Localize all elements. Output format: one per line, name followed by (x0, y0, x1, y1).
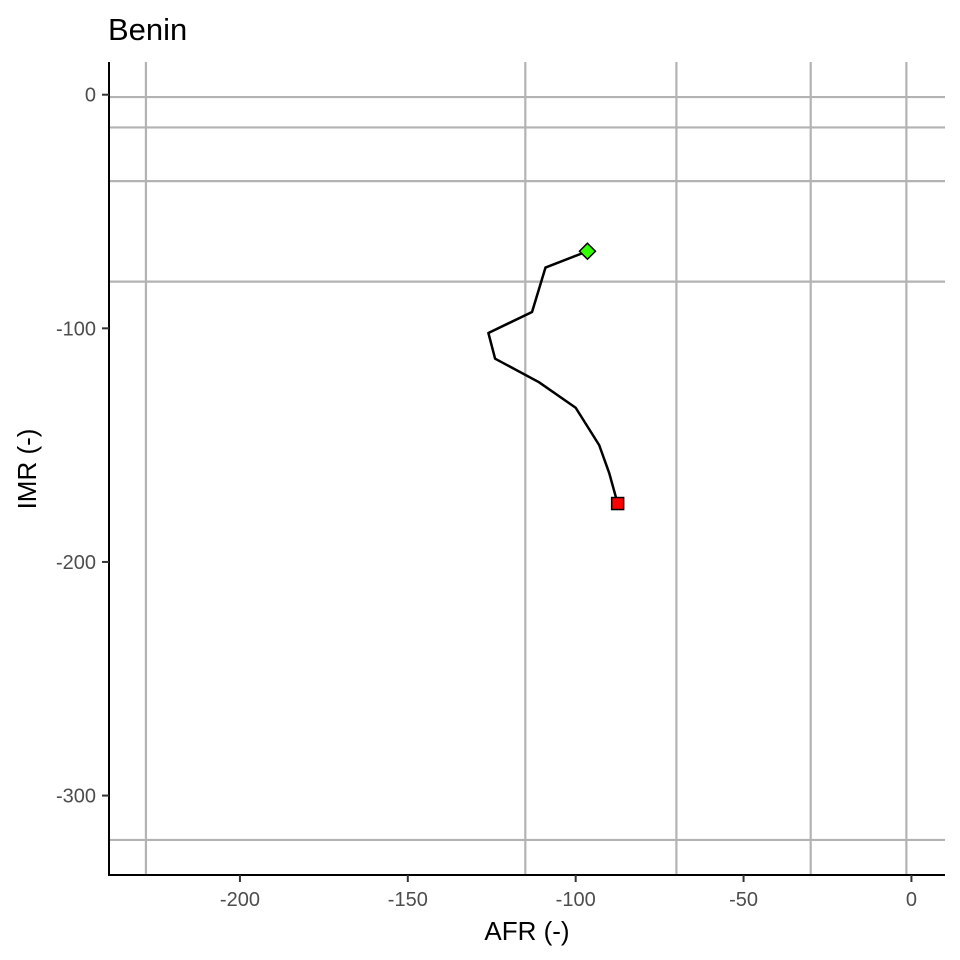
y-tick-label: -300 (56, 786, 96, 808)
end-marker-square (610, 496, 625, 511)
series-layer (487, 250, 619, 504)
x-tick-label: -50 (729, 889, 758, 911)
y-axis-title: IMR (-) (12, 429, 42, 510)
series-line (487, 250, 619, 504)
x-tick-label: 0 (906, 889, 917, 911)
chart-title: Benin (108, 12, 187, 47)
y-axis-ticks: 0 -100 -200 -300 (56, 85, 109, 808)
y-tick-label: -100 (56, 318, 96, 340)
axes (108, 62, 945, 876)
x-tick-label: -200 (220, 889, 260, 911)
x-tick-label: -100 (556, 889, 596, 911)
x-axis-title: AFR (-) (484, 916, 569, 946)
x-tick-label: -150 (388, 889, 428, 911)
marker-layer (578, 242, 625, 511)
x-axis-ticks: -200 -150 -100 -50 0 (220, 875, 917, 911)
y-tick-label: -200 (56, 552, 96, 574)
start-marker-diamond (578, 242, 597, 261)
y-tick-label: 0 (85, 85, 96, 107)
gridlines (109, 62, 945, 875)
